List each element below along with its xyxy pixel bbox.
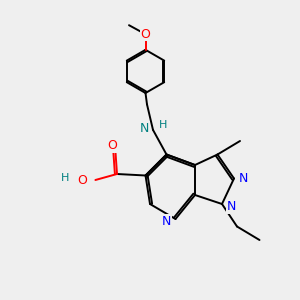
Text: H: H [61, 172, 69, 183]
Text: H: H [158, 119, 167, 130]
Text: O: O [141, 28, 150, 41]
Text: O: O [77, 173, 87, 187]
Text: N: N [227, 200, 236, 213]
Text: O: O [108, 139, 117, 152]
Text: N: N [238, 172, 248, 185]
Text: N: N [140, 122, 149, 135]
Text: N: N [162, 215, 171, 228]
